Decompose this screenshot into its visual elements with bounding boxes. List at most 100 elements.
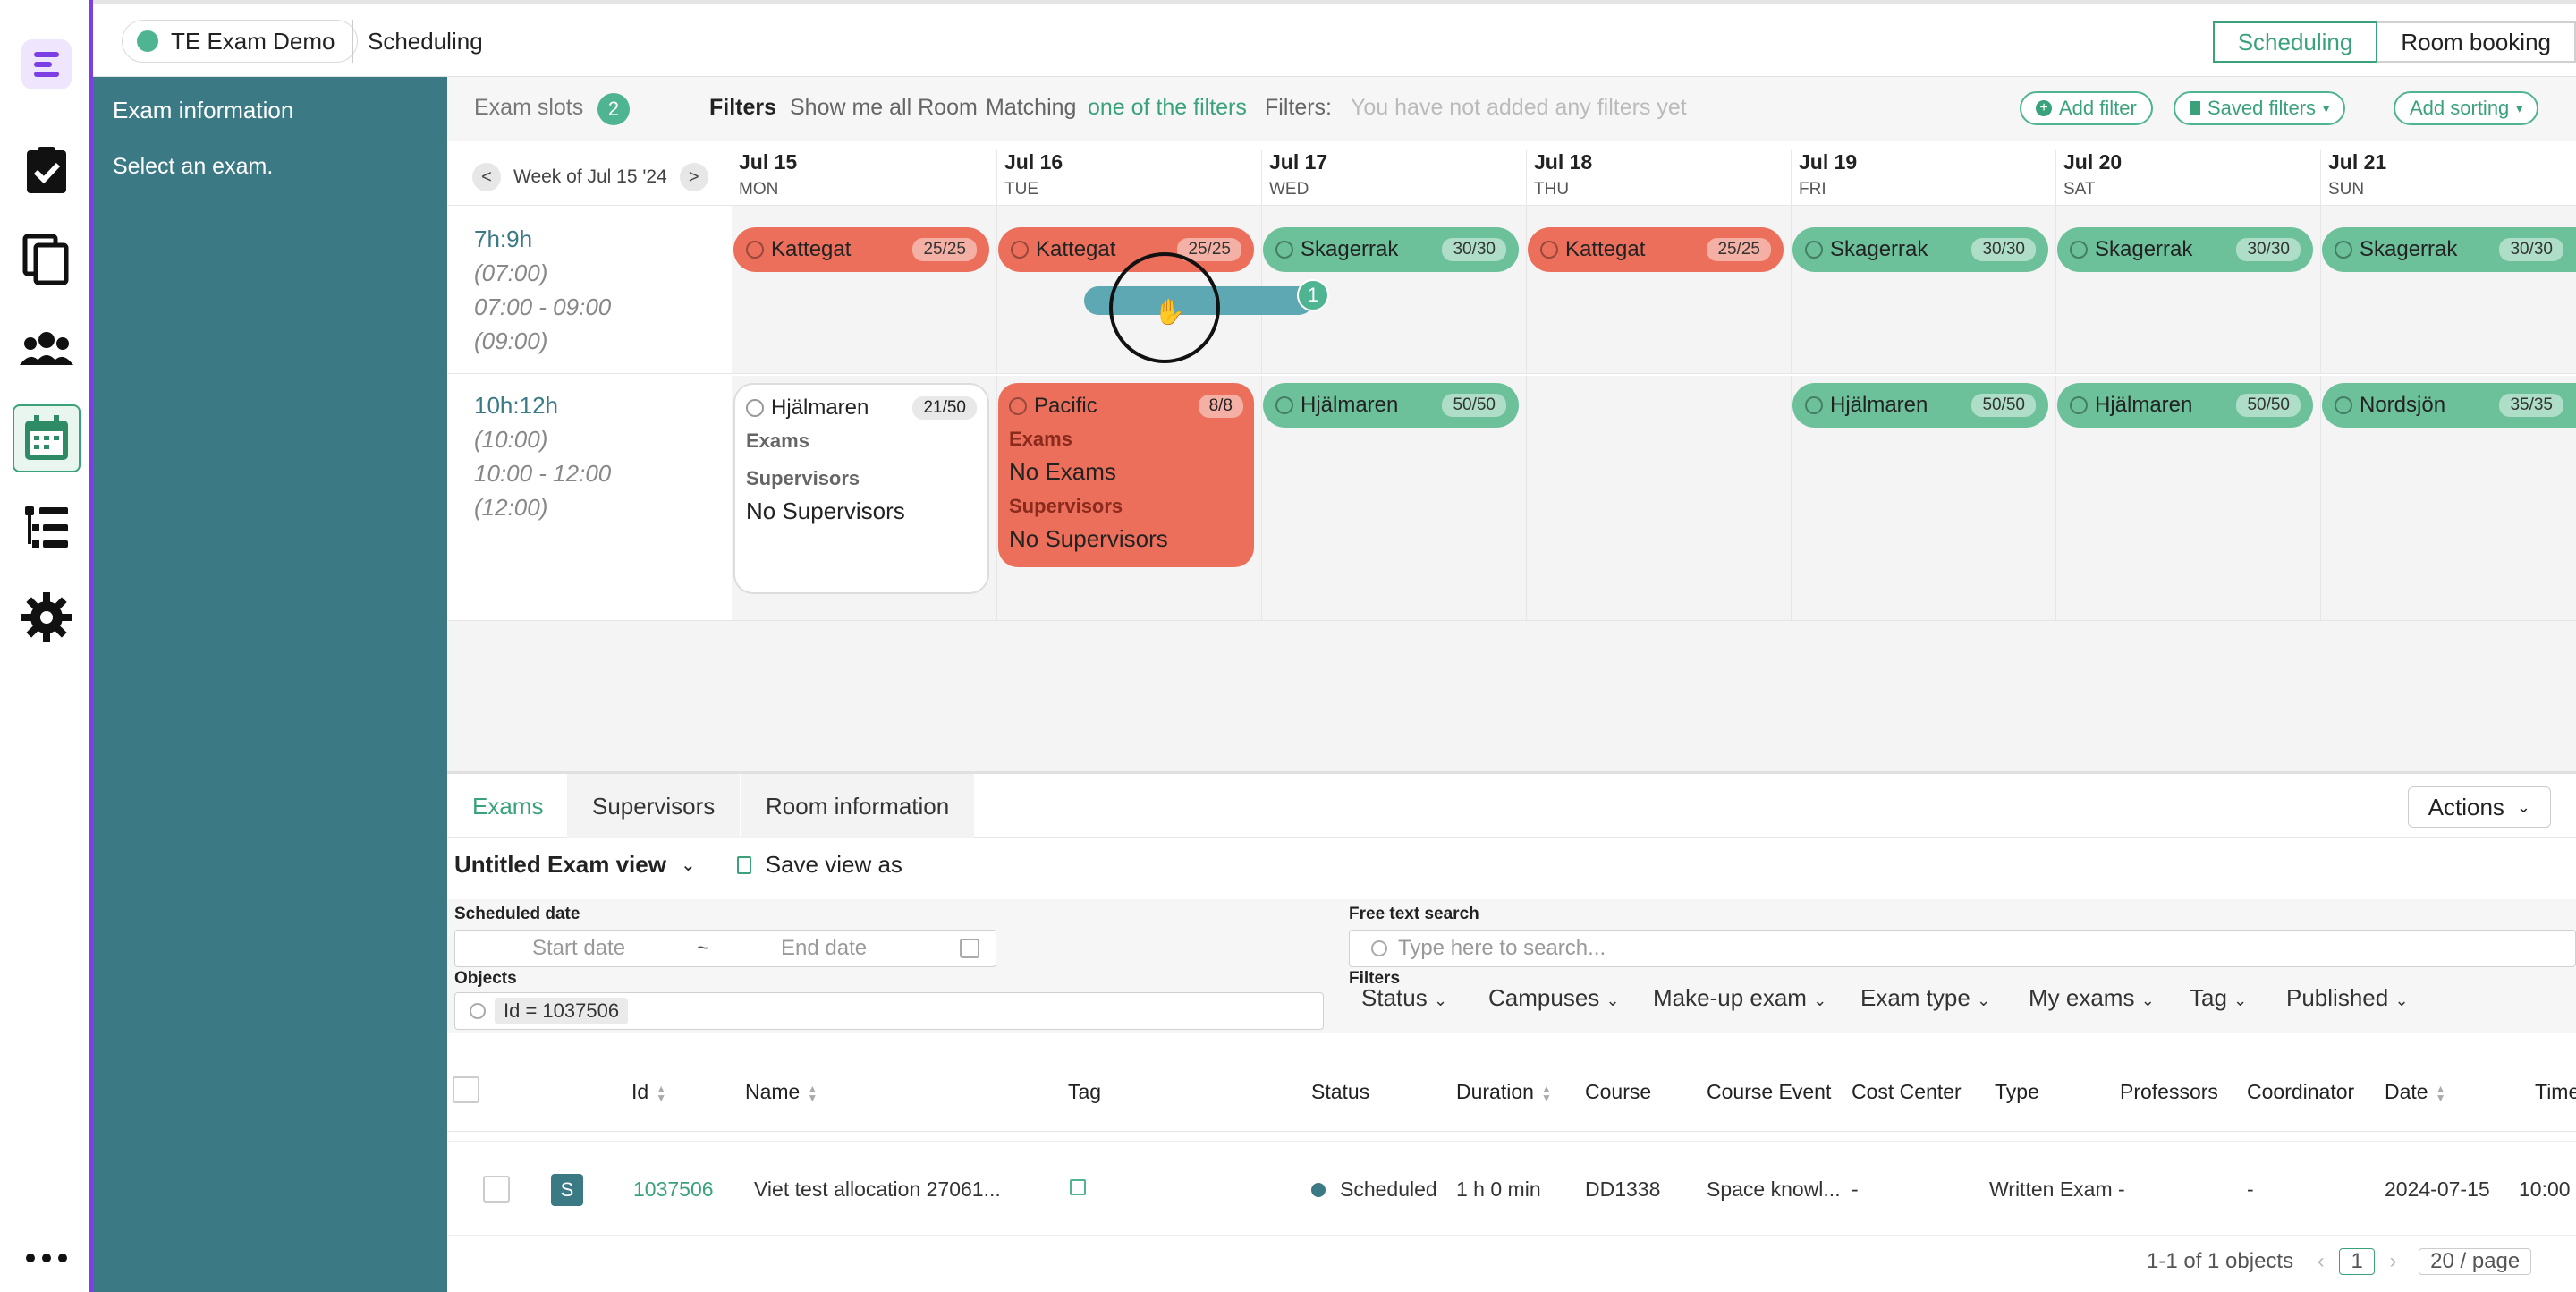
room-chip[interactable]: Skagerrak 30/30 xyxy=(2057,227,2313,272)
filter-published-dropdown[interactable]: Published ⌄ xyxy=(2286,984,2409,1012)
sort-icon: ▲ ▼ xyxy=(2435,1082,2446,1104)
start-date-input[interactable]: Start date xyxy=(532,936,626,960)
filter-bar: Exam slots 2 Filters Show me all Room Ma… xyxy=(447,77,2576,141)
objects-input[interactable]: Id = 1037506 xyxy=(454,992,1324,1030)
card-header: Pacific 8/8 xyxy=(1009,394,1243,419)
room-name: Kattegat xyxy=(1036,237,1116,261)
exam-coordinator: - xyxy=(2247,1177,2254,1201)
slot-start: (07:00) xyxy=(474,259,548,286)
prev-week-button[interactable]: < xyxy=(472,163,501,191)
tab-exams[interactable]: Exams xyxy=(472,792,544,820)
gear-icon[interactable] xyxy=(13,583,80,651)
exam-id-link[interactable]: 1037506 xyxy=(633,1177,714,1201)
room-chip[interactable]: Hjälmaren 50/50 xyxy=(1792,383,2048,428)
room-chip[interactable]: Kattegat 25/25 xyxy=(733,227,989,272)
day-date: Jul 17 xyxy=(1269,150,1328,174)
slot-label: 7h:9h (07:00) 07:00 - 09:00 (09:00) xyxy=(474,222,611,358)
chevron-down-icon: ⌄ xyxy=(2233,991,2248,1009)
room-capacity: 30/30 xyxy=(2236,238,2301,261)
slot-label: 10h:12h (10:00) 10:00 - 12:00 (12:00) xyxy=(474,388,611,524)
day-date: Jul 18 xyxy=(1534,150,1593,174)
col-date[interactable]: Date ▲ ▼ xyxy=(2385,1080,2445,1104)
end-date-input[interactable]: End date xyxy=(781,936,868,960)
chevron-down-icon[interactable]: ⌄ xyxy=(680,855,696,875)
env-status-dot xyxy=(137,30,158,52)
row-checkbox[interactable] xyxy=(483,1176,510,1203)
filter-makeup-dropdown[interactable]: Make-up exam ⌄ xyxy=(1653,984,1826,1012)
matching-mode-link[interactable]: one of the filters xyxy=(1088,95,1247,120)
filter-status-dropdown[interactable]: Status ⌄ xyxy=(1361,984,1447,1012)
exam-course-event: Space knowl... xyxy=(1707,1177,1841,1201)
app-logo-icon[interactable] xyxy=(13,30,80,98)
col-id[interactable]: Id ▲ ▼ xyxy=(631,1080,666,1104)
actions-button[interactable]: Actions ⌄ xyxy=(2407,786,2551,828)
calendar-icon[interactable] xyxy=(13,404,80,472)
collapse-icon[interactable] xyxy=(1009,397,1027,415)
day-weekday: SUN xyxy=(2328,180,2365,199)
room-chip[interactable]: Skagerrak 30/30 xyxy=(1263,227,1519,272)
tab-supervisors[interactable]: Supervisors xyxy=(567,774,741,838)
supervisors-label: Supervisors xyxy=(746,467,860,489)
day-date: Jul 20 xyxy=(2063,150,2123,174)
add-filter-button[interactable]: + Add filter xyxy=(2020,91,2153,125)
col-name[interactable]: Name ▲ ▼ xyxy=(745,1080,818,1104)
filter-exam-type-dropdown[interactable]: Exam type ⌄ xyxy=(1860,984,1990,1012)
day-weekday: WED xyxy=(1269,180,1309,199)
prev-page-button[interactable]: ‹ xyxy=(2317,1249,2325,1273)
mode-scheduling-button[interactable]: Scheduling xyxy=(2212,21,2378,63)
view-name-dropdown[interactable]: Untitled Exam view xyxy=(454,851,666,878)
room-name: Nordsjön xyxy=(2360,393,2446,417)
card-header: Hjälmaren 21/50 xyxy=(746,395,977,421)
environment-chip[interactable]: TE Exam Demo xyxy=(122,20,358,63)
drag-count-badge: 1 xyxy=(1297,279,1329,311)
object-filter-chip[interactable]: Id = 1037506 xyxy=(495,998,629,1024)
next-page-button[interactable]: › xyxy=(2389,1249,2397,1273)
filter-campuses-dropdown[interactable]: Campuses ⌄ xyxy=(1488,984,1620,1012)
filter-my-exams-dropdown[interactable]: My exams ⌄ xyxy=(2029,984,2155,1012)
caret-down-icon: ▾ xyxy=(2516,100,2523,115)
next-week-button[interactable]: > xyxy=(679,163,708,191)
show-all-room-toggle[interactable]: Show me all Room xyxy=(790,95,978,120)
breadcrumb[interactable]: Scheduling xyxy=(352,20,483,63)
panel-title: Exam information xyxy=(113,97,294,123)
clipboard-check-icon[interactable] xyxy=(13,136,80,204)
status-badge: S xyxy=(551,1174,583,1206)
room-status-icon xyxy=(1011,241,1029,259)
week-label: Week of Jul 15 '24 xyxy=(513,166,667,187)
room-chip[interactable]: Hjälmaren 50/50 xyxy=(1263,383,1519,428)
room-chip[interactable]: Skagerrak 30/30 xyxy=(1792,227,2048,272)
col-duration[interactable]: Duration ▲ ▼ xyxy=(1456,1080,1552,1104)
more-icon[interactable] xyxy=(13,1224,80,1292)
page-size-select[interactable]: 20 / page xyxy=(2419,1248,2532,1275)
add-sorting-button[interactable]: Add sorting ▾ xyxy=(2394,91,2539,125)
slot-range: 07:00 - 09:00 xyxy=(474,293,612,320)
mode-room-booking-button[interactable]: Room booking xyxy=(2377,21,2576,63)
users-icon[interactable] xyxy=(13,315,80,383)
free-text-search-input[interactable]: Type here to search... xyxy=(1349,930,2576,967)
day-weekday: MON xyxy=(739,180,779,199)
exams-label: Exams xyxy=(746,429,809,452)
room-chip[interactable]: Kattegat 25/25 xyxy=(1528,227,1784,272)
room-chip[interactable]: Nordsjön 35/35 xyxy=(2322,383,2576,428)
current-page-button[interactable]: 1 xyxy=(2339,1248,2375,1275)
table-row[interactable]: S 1037506 Viet test allocation 27061... … xyxy=(447,1141,2576,1236)
room-card-pacific[interactable]: Pacific 8/8 Exams No Exams Supervisors No… xyxy=(998,383,1254,567)
filter-tag-dropdown[interactable]: Tag ⌄ xyxy=(2190,984,2247,1012)
saved-filters-button[interactable]: Saved filters ▾ xyxy=(2174,91,2346,125)
scheduled-date-range[interactable]: Start date ~ End date xyxy=(454,930,996,967)
list-tree-icon[interactable] xyxy=(13,494,80,562)
room-chip[interactable]: Skagerrak 30/30 xyxy=(2322,227,2576,272)
tag-icon[interactable] xyxy=(1070,1179,1086,1195)
tab-room-information[interactable]: Room information xyxy=(741,774,975,838)
day-cell[interactable] xyxy=(1526,376,1791,620)
select-all-checkbox[interactable] xyxy=(453,1076,479,1103)
calendar-icon[interactable] xyxy=(960,939,979,958)
day-header: Jul 21 SUN xyxy=(2320,150,2576,206)
collapse-icon[interactable] xyxy=(746,399,764,417)
room-chip[interactable]: Hjälmaren 50/50 xyxy=(2057,383,2313,428)
room-card-hjalmaren[interactable]: Hjälmaren 21/50 Exams Supervisors No Supe… xyxy=(733,383,989,594)
no-exams-text: No Exams xyxy=(1009,458,1116,485)
copy-icon[interactable] xyxy=(13,225,80,293)
save-view-as-button[interactable]: Save view as xyxy=(765,851,902,878)
room-chip[interactable]: Kattegat 25/25 xyxy=(998,227,1254,272)
